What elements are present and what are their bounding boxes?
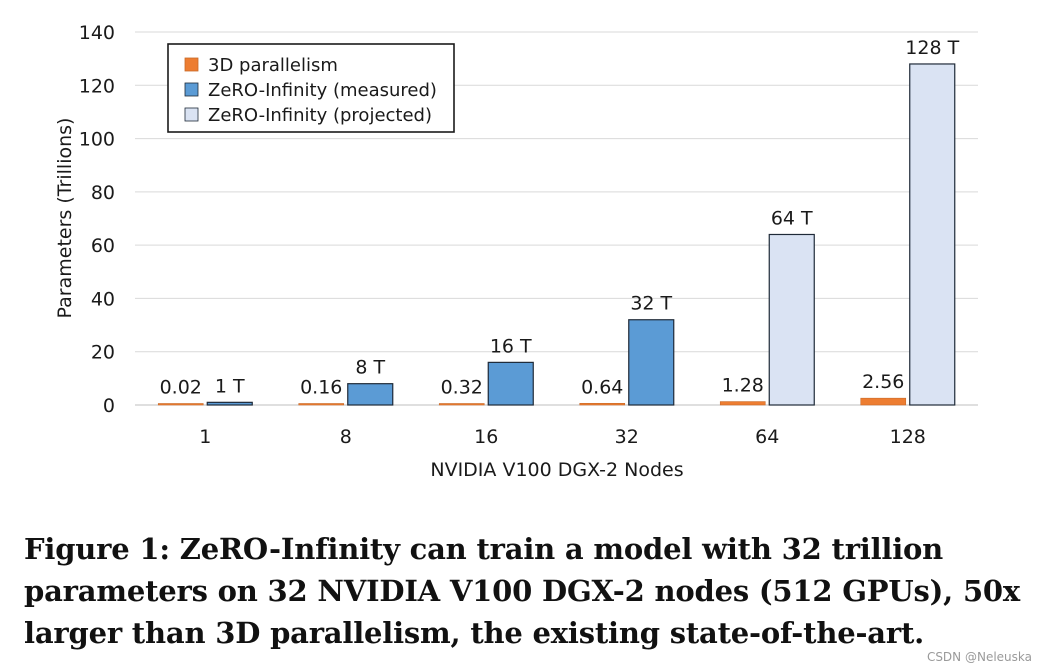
legend-label: ZeRO-Infinity (measured) bbox=[208, 80, 437, 101]
bar-3d-parallelism bbox=[719, 401, 766, 406]
bar-chart: 0 20 40 60 80 100 120 140 0.02 1 T 0.16 8 T 0.32 16 … bbox=[54, 22, 978, 481]
legend-swatch bbox=[184, 57, 199, 72]
y-axis-ticks: 0 20 40 60 80 100 120 140 bbox=[79, 22, 115, 417]
y-axis-label: Parameters (Trillions) bbox=[54, 118, 76, 319]
x-tick-label: 64 bbox=[755, 426, 779, 448]
y-tick-label: 140 bbox=[79, 22, 115, 44]
watermark: CSDN @Neleuska bbox=[926, 650, 1032, 664]
legend-label: 3D parallelism bbox=[208, 55, 338, 76]
figure-caption: Figure 1: ZeRO-Infinity can train a mode… bbox=[24, 532, 1020, 650]
y-tick-label: 0 bbox=[103, 395, 115, 417]
y-tick-label: 20 bbox=[91, 342, 115, 364]
x-axis-label: NVIDIA V100 DGX-2 Nodes bbox=[430, 459, 683, 481]
bar-zero-infinity-measured bbox=[206, 401, 253, 406]
y-tick-label: 40 bbox=[91, 288, 115, 310]
data-label-zero-infinity-measured: 16 T bbox=[490, 335, 532, 357]
bar-3d-parallelism bbox=[438, 403, 485, 406]
x-axis-ticks: 1 8 16 32 64 128 bbox=[199, 426, 926, 448]
y-tick-label: 100 bbox=[79, 129, 115, 151]
x-tick-label: 128 bbox=[890, 426, 926, 448]
legend-label: ZeRO-Infinity (projected) bbox=[208, 105, 432, 126]
data-label-3d-parallelism: 0.02 bbox=[160, 377, 202, 399]
legend-swatch bbox=[184, 107, 199, 122]
bars bbox=[157, 63, 956, 406]
bar-zero-infinity-measured bbox=[487, 361, 534, 406]
data-label-3d-parallelism: 1.28 bbox=[722, 375, 764, 397]
bar-zero-infinity-measured bbox=[347, 383, 394, 406]
data-label-zero-infinity-projected: 128 T bbox=[905, 37, 959, 59]
data-label-zero-infinity-measured: 8 T bbox=[355, 357, 385, 379]
bar-zero-infinity-projected bbox=[768, 233, 815, 406]
data-label-zero-infinity-measured: 32 T bbox=[630, 293, 672, 315]
bar-3d-parallelism bbox=[579, 402, 626, 406]
bar-3d-parallelism bbox=[860, 397, 907, 406]
x-tick-label: 8 bbox=[340, 426, 352, 448]
data-label-3d-parallelism: 0.16 bbox=[300, 377, 342, 399]
legend-box bbox=[167, 43, 455, 133]
data-label-3d-parallelism: 0.64 bbox=[581, 376, 623, 398]
data-label-3d-parallelism: 0.32 bbox=[441, 377, 483, 399]
bar-3d-parallelism bbox=[298, 403, 345, 406]
y-tick-label: 120 bbox=[79, 75, 115, 97]
legend: 3D parallelism ZeRO-Infinity (measured) Ze… bbox=[167, 43, 455, 133]
bar-3d-parallelism bbox=[157, 403, 204, 406]
x-tick-label: 1 bbox=[199, 426, 211, 448]
bar-zero-infinity-measured bbox=[628, 319, 675, 406]
data-label-zero-infinity-projected: 64 T bbox=[771, 207, 813, 229]
y-tick-label: 80 bbox=[91, 182, 115, 204]
y-tick-label: 60 bbox=[91, 235, 115, 257]
x-tick-label: 32 bbox=[615, 426, 639, 448]
data-labels: 0.02 1 T 0.16 8 T 0.32 16 T 0.64 32 T 1.28 64 T 2.… bbox=[160, 37, 960, 399]
bar-zero-infinity-projected bbox=[909, 63, 956, 406]
legend-swatch bbox=[184, 82, 199, 97]
data-label-3d-parallelism: 2.56 bbox=[862, 371, 904, 393]
x-tick-label: 16 bbox=[474, 426, 498, 448]
data-label-zero-infinity-measured: 1 T bbox=[215, 375, 245, 397]
